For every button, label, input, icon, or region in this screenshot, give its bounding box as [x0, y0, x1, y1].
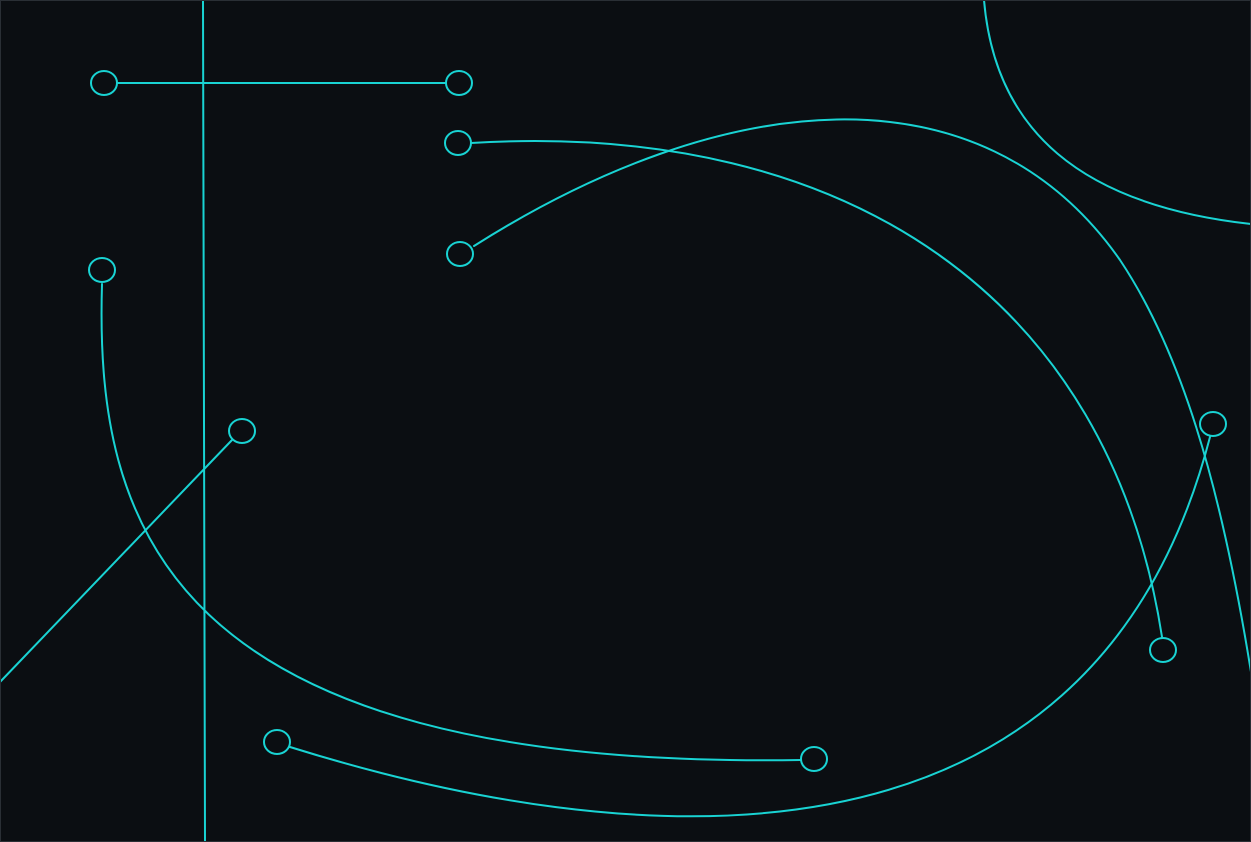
large-arc-sweep	[473, 118, 1251, 673]
node-circle[interactable]	[228, 418, 256, 444]
node-circle[interactable]	[445, 70, 473, 96]
diagonal-line	[0, 439, 233, 683]
node-circle[interactable]	[263, 729, 291, 755]
bottom-swoop	[289, 436, 1211, 818]
node-circle[interactable]	[1199, 411, 1227, 437]
node-circle[interactable]	[800, 746, 828, 772]
node-circle[interactable]	[88, 257, 116, 283]
left-u-curve	[100, 283, 802, 762]
node-circle[interactable]	[446, 241, 474, 267]
node-circle[interactable]	[444, 130, 472, 156]
node-circle[interactable]	[90, 70, 118, 96]
large-arc-upper	[470, 140, 1163, 638]
vertical-line	[202, 0, 206, 842]
top-right-arc	[983, 0, 1251, 225]
node-circle[interactable]	[1149, 637, 1177, 663]
